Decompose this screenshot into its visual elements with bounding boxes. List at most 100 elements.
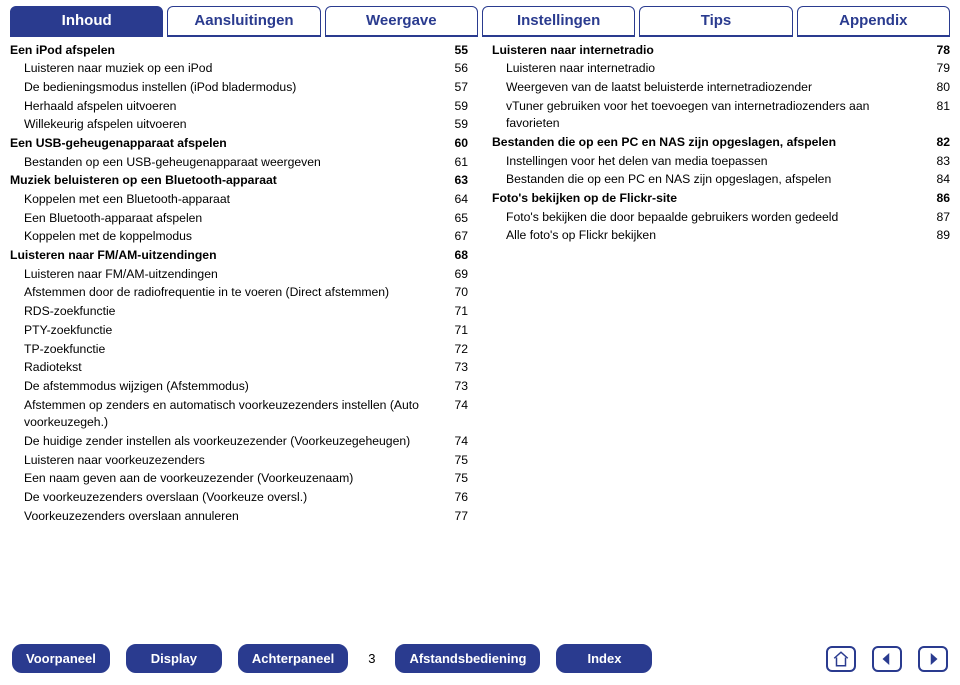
toc-page: 83 xyxy=(924,153,950,171)
toc-page: 77 xyxy=(442,508,468,526)
toc-row[interactable]: Luisteren naar voorkeuzezenders75 xyxy=(10,451,468,470)
toc-page: 74 xyxy=(442,433,468,451)
toc-row[interactable]: Voorkeuzezenders overslaan annuleren77 xyxy=(10,507,468,526)
toc-page: 59 xyxy=(442,116,468,134)
toc-page: 87 xyxy=(924,209,950,227)
toc-page: 68 xyxy=(442,247,468,265)
toc-label: Alle foto's op Flickr bekijken xyxy=(492,227,924,245)
toc-row[interactable]: Een USB-geheugenapparaat afspelen60 xyxy=(10,134,468,153)
toc-row[interactable]: Willekeurig afspelen uitvoeren59 xyxy=(10,116,468,135)
toc-label: vTuner gebruiken voor het toevoegen van … xyxy=(492,98,924,133)
toc-page: 86 xyxy=(924,190,950,208)
toc-right-column: Luisteren naar internetradio78Luisteren … xyxy=(492,41,950,526)
tab-tips[interactable]: Tips xyxy=(639,6,792,37)
toc-row[interactable]: Een naam geven aan de voorkeuzezender (V… xyxy=(10,470,468,489)
toc-row[interactable]: Foto's bekijken op de Flickr-site86 xyxy=(492,190,950,209)
toc-row[interactable]: Instellingen voor het delen van media to… xyxy=(492,152,950,171)
toc-row[interactable]: TP-zoekfunctie72 xyxy=(10,340,468,359)
toc-page: 67 xyxy=(442,228,468,246)
toc-label: Willekeurig afspelen uitvoeren xyxy=(10,116,442,134)
forward-arrow-icon[interactable] xyxy=(918,646,948,672)
toc-row[interactable]: Luisteren naar internetradio78 xyxy=(492,41,950,60)
toc-label: Bestanden die op een PC en NAS zijn opge… xyxy=(492,134,924,152)
toc-page: 63 xyxy=(442,172,468,190)
toc-page: 60 xyxy=(442,135,468,153)
toc-label: Koppelen met de koppelmodus xyxy=(10,228,442,246)
toc-page: 74 xyxy=(442,397,468,415)
bottom-nav: Voorpaneel Display Achterpaneel 3 Afstands… xyxy=(0,630,960,685)
toc-page: 73 xyxy=(442,378,468,396)
toc-page: 73 xyxy=(442,359,468,377)
toc-row[interactable]: Muziek beluisteren op een Bluetooth-appa… xyxy=(10,172,468,191)
toc-label: Bestanden op een USB-geheugenapparaat we… xyxy=(10,154,442,172)
toc-row[interactable]: Luisteren naar FM/AM-uitzendingen69 xyxy=(10,265,468,284)
tab-inhoud[interactable]: Inhoud xyxy=(10,6,163,37)
nav-index[interactable]: Index xyxy=(556,644,652,673)
page-number: 3 xyxy=(364,651,379,666)
toc-row[interactable]: Luisteren naar muziek op een iPod56 xyxy=(10,60,468,79)
toc-label: Voorkeuzezenders overslaan annuleren xyxy=(10,508,442,526)
toc-label: Luisteren naar FM/AM-uitzendingen xyxy=(10,247,442,265)
toc-label: Een naam geven aan de voorkeuzezender (V… xyxy=(10,470,442,488)
toc-page: 76 xyxy=(442,489,468,507)
toc-page: 78 xyxy=(924,42,950,60)
toc-label: De huidige zender instellen als voorkeuz… xyxy=(10,433,442,451)
toc-left-column: Een iPod afspelen55Luisteren naar muziek… xyxy=(10,41,468,526)
toc-page: 55 xyxy=(442,42,468,60)
toc-row[interactable]: Foto's bekijken die door bepaalde gebrui… xyxy=(492,208,950,227)
toc-row[interactable]: De afstemmodus wijzigen (Afstemmodus)73 xyxy=(10,377,468,396)
toc-row[interactable]: Koppelen met de koppelmodus67 xyxy=(10,228,468,247)
toc-row[interactable]: Radiotekst73 xyxy=(10,359,468,378)
toc-page: 81 xyxy=(924,98,950,116)
nav-voorpaneel[interactable]: Voorpaneel xyxy=(12,644,110,673)
toc-label: De voorkeuzezenders overslaan (Voorkeuze… xyxy=(10,489,442,507)
toc-row[interactable]: De huidige zender instellen als voorkeuz… xyxy=(10,432,468,451)
toc-row[interactable]: Herhaald afspelen uitvoeren59 xyxy=(10,97,468,116)
toc-row[interactable]: vTuner gebruiken voor het toevoegen van … xyxy=(492,97,950,133)
toc-page: 59 xyxy=(442,98,468,116)
toc-row[interactable]: PTY-zoekfunctie71 xyxy=(10,321,468,340)
toc-content: Een iPod afspelen55Luisteren naar muziek… xyxy=(0,39,960,526)
toc-row[interactable]: De bedieningsmodus instellen (iPod blade… xyxy=(10,78,468,97)
toc-label: Foto's bekijken op de Flickr-site xyxy=(492,190,924,208)
toc-row[interactable]: Koppelen met een Bluetooth-apparaat64 xyxy=(10,191,468,210)
toc-row[interactable]: Bestanden die op een PC en NAS zijn opge… xyxy=(492,133,950,152)
tab-aansluitingen[interactable]: Aansluitingen xyxy=(167,6,320,37)
toc-page: 57 xyxy=(442,79,468,97)
tab-weergave[interactable]: Weergave xyxy=(325,6,478,37)
toc-page: 69 xyxy=(442,266,468,284)
toc-row[interactable]: Afstemmen op zenders en automatisch voor… xyxy=(10,396,468,432)
home-icon[interactable] xyxy=(826,646,856,672)
toc-row[interactable]: Een iPod afspelen55 xyxy=(10,41,468,60)
toc-row[interactable]: Luisteren naar FM/AM-uitzendingen68 xyxy=(10,247,468,266)
toc-row[interactable]: Afstemmen door de radiofrequentie in te … xyxy=(10,284,468,303)
toc-label: Een USB-geheugenapparaat afspelen xyxy=(10,135,442,153)
toc-page: 84 xyxy=(924,171,950,189)
toc-label: Een Bluetooth-apparaat afspelen xyxy=(10,210,442,228)
toc-label: Afstemmen door de radiofrequentie in te … xyxy=(10,284,442,302)
toc-page: 56 xyxy=(442,60,468,78)
tab-instellingen[interactable]: Instellingen xyxy=(482,6,635,37)
nav-achterpaneel[interactable]: Achterpaneel xyxy=(238,644,348,673)
toc-row[interactable]: Bestanden die op een PC en NAS zijn opge… xyxy=(492,171,950,190)
toc-row[interactable]: RDS-zoekfunctie71 xyxy=(10,303,468,322)
toc-row[interactable]: Een Bluetooth-apparaat afspelen65 xyxy=(10,209,468,228)
toc-page: 61 xyxy=(442,154,468,172)
toc-label: Luisteren naar internetradio xyxy=(492,42,924,60)
toc-page: 64 xyxy=(442,191,468,209)
toc-label: Afstemmen op zenders en automatisch voor… xyxy=(10,397,442,432)
toc-row[interactable]: Weergeven van de laatst beluisterde inte… xyxy=(492,78,950,97)
toc-row[interactable]: De voorkeuzezenders overslaan (Voorkeuze… xyxy=(10,489,468,508)
nav-display[interactable]: Display xyxy=(126,644,222,673)
toc-page: 71 xyxy=(442,303,468,321)
toc-label: Foto's bekijken die door bepaalde gebrui… xyxy=(492,209,924,227)
toc-label: Luisteren naar voorkeuzezenders xyxy=(10,452,442,470)
toc-row[interactable]: Luisteren naar internetradio79 xyxy=(492,60,950,79)
back-arrow-icon[interactable] xyxy=(872,646,902,672)
nav-afstandsbediening[interactable]: Afstandsbediening xyxy=(395,644,540,673)
tab-appendix[interactable]: Appendix xyxy=(797,6,950,37)
toc-row[interactable]: Alle foto's op Flickr bekijken89 xyxy=(492,227,950,246)
toc-label: PTY-zoekfunctie xyxy=(10,322,442,340)
toc-row[interactable]: Bestanden op een USB-geheugenapparaat we… xyxy=(10,153,468,172)
toc-page: 70 xyxy=(442,284,468,302)
